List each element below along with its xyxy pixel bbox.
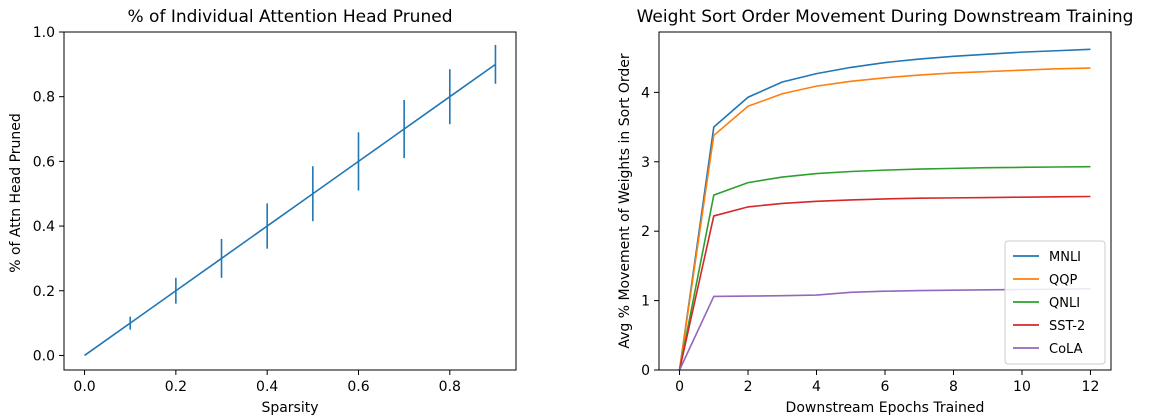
chart2-legend: MNLI QQP QNLI SST-2 CoLA (1004, 240, 1106, 365)
chart1-ylabel: % of Attn Head Pruned (8, 113, 24, 273)
chart2-title: Weight Sort Order Movement During Downst… (637, 7, 1134, 27)
chart1-title: % of Individual Attention Head Pruned (127, 7, 452, 27)
chart2-xtick-label: 10 (1013, 379, 1031, 395)
chart2-xtick-label: 0 (675, 379, 684, 395)
chart2-series-line-qqp (678, 67, 1091, 371)
chart2-ytick-label: 1 (641, 294, 650, 310)
chart2-legend-box (1004, 240, 1106, 365)
chart1-ytick-label: 0.6 (33, 154, 55, 170)
chart1-xtick-label: 0.8 (439, 379, 461, 395)
chart1-ytick-label: 0.2 (33, 284, 55, 300)
chart2-ytick-label: 3 (641, 155, 650, 171)
chart2-ytick-label: 4 (641, 85, 650, 101)
chart2-legend-label: MNLI (1049, 250, 1081, 265)
chart2-ytick-label: 2 (641, 224, 650, 240)
chart2-xtick-label: 4 (812, 379, 821, 395)
chart2-legend-label: SST-2 (1049, 319, 1085, 334)
chart1-xtick-label: 0.2 (165, 379, 187, 395)
chart1-xtick-label: 0.6 (347, 379, 369, 395)
attention-head-pruned-chart: % of Individual Attention Head Pruned Sp… (8, 7, 517, 416)
chart2-ytick-label: 0 (641, 363, 650, 379)
chart2-ylabel: Avg % Movement of Weights in Sort Order (617, 53, 633, 349)
chart1-ytick-label: 1.0 (33, 25, 55, 41)
chart1-ytick-label: 0.8 (33, 90, 55, 106)
chart2-xlabel: Downstream Epochs Trained (786, 400, 985, 416)
chart2-legend-label: QQP (1049, 273, 1077, 288)
sort-order-movement-chart: Weight Sort Order Movement During Downst… (617, 7, 1133, 416)
chart1-xtick-label: 0.4 (256, 379, 278, 395)
chart2-xtick-label: 12 (1082, 379, 1100, 395)
chart1-xtick-label: 0.0 (73, 379, 95, 395)
chart2-series-line-qnli (678, 165, 1091, 371)
chart1-ytick-label: 0.4 (33, 219, 55, 235)
chart2-series-line-mnli (678, 48, 1091, 371)
chart2-series-line-sst-2 (678, 195, 1091, 371)
chart2-legend-label: QNLI (1049, 296, 1080, 311)
chart1-series-line (84, 63, 496, 357)
chart2-xtick-label: 8 (949, 379, 958, 395)
chart2-xtick-label: 6 (881, 379, 890, 395)
chart1-ytick-label: 0.0 (33, 348, 55, 364)
chart1-plot-frame (63, 31, 517, 371)
chart2-xtick-label: 2 (744, 379, 753, 395)
chart1-xlabel: Sparsity (261, 400, 318, 416)
chart2-plot-frame (658, 31, 1112, 371)
chart2-legend-label: CoLA (1049, 342, 1083, 357)
